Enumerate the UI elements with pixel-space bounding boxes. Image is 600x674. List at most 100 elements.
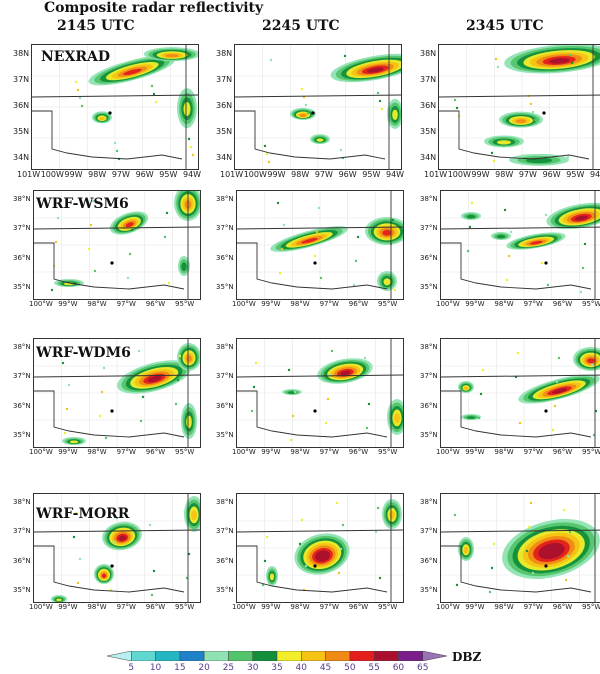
echo-fragment	[102, 366, 106, 370]
column-header-3: 2345 UTC	[466, 18, 544, 34]
echo-fragment	[555, 380, 559, 384]
echo-fragment	[343, 54, 347, 58]
storm-echo	[294, 533, 350, 575]
lon-tick-label: 101W	[220, 170, 244, 179]
lat-tick-label: 37°N	[216, 372, 234, 381]
echo-fragment	[468, 225, 472, 229]
echo-fragment	[378, 99, 382, 103]
state-border	[441, 529, 600, 533]
lat-tick-label: 38°N	[216, 195, 234, 203]
lat-tick-label: 37°N	[420, 372, 438, 381]
storm-echo	[499, 111, 543, 128]
echo-fragment	[165, 211, 169, 215]
storm-echo	[266, 566, 278, 586]
lat-tick-label: 35°N	[13, 431, 31, 439]
state-border	[235, 110, 386, 160]
lat-tick-label: 36°N	[13, 556, 31, 565]
echo-fragment	[490, 151, 494, 155]
lon-tick-label: 98°W	[494, 300, 514, 308]
state-border	[441, 545, 592, 593]
lon-tick-label: 99°W	[58, 300, 78, 308]
echo-fragment	[137, 349, 141, 353]
echo-fragment	[380, 107, 384, 111]
lat-tick-label: 35N	[13, 127, 30, 136]
lat-tick-label: 38°N	[420, 195, 438, 203]
storm-echo	[502, 519, 600, 579]
lat-tick-label: 38°N	[216, 343, 234, 351]
colorbar-level-label: 65	[416, 663, 429, 673]
lon-tick-label: 100°W	[232, 300, 256, 308]
lat-tick-label: 37°N	[420, 224, 438, 233]
echo-fragment	[291, 414, 295, 418]
row-label-nexrad: NEXRAD	[41, 49, 110, 65]
lon-tick-label: 100°W	[232, 603, 256, 611]
lon-tick-label: 96°W	[552, 448, 573, 456]
echo-fragment	[189, 145, 193, 149]
echo-fragment	[265, 535, 269, 539]
echo-fragment	[252, 385, 256, 389]
map-panel-r2-c1	[33, 190, 201, 300]
echo-fragment	[278, 271, 282, 275]
state-border	[34, 242, 185, 290]
echo-fragment	[128, 252, 132, 256]
echo-fragment	[269, 58, 273, 62]
lon-tick-label: 94W	[590, 170, 600, 179]
lat-tick-label: 37°N	[13, 527, 31, 536]
echo-fragment	[529, 102, 533, 106]
state-border	[237, 529, 403, 533]
lon-tick-label: 98°W	[87, 448, 107, 456]
storm-echo	[51, 595, 67, 602]
lat-tick-label: 36°N	[13, 401, 31, 410]
colorbar-segment	[228, 651, 253, 661]
colorbar-level-label: 25	[222, 663, 235, 673]
echo-fragment	[542, 237, 546, 241]
echo-fragment	[276, 201, 280, 205]
map-panel-r2-c2	[236, 190, 404, 300]
state-border	[34, 529, 200, 533]
echo-fragment	[453, 513, 457, 517]
lon-tick-label: 97°W	[116, 300, 136, 308]
storm-echo	[365, 217, 403, 245]
colorbar-level-label: 60	[392, 663, 405, 673]
echo-fragment	[254, 361, 258, 365]
lon-tick-label: 98W	[291, 170, 310, 179]
station-marker	[110, 564, 114, 568]
echo-fragment	[335, 501, 339, 505]
colorbar-level-label: 50	[344, 663, 356, 673]
lon-tick-label: 95°W	[378, 603, 398, 611]
lon-tick-label: 97°W	[116, 603, 136, 611]
colorbar-segment	[107, 651, 132, 661]
colorbar-segment	[203, 651, 229, 661]
lat-tick-label: 36N	[13, 101, 30, 110]
echo-fragment	[363, 356, 367, 360]
echo-fragment	[78, 557, 82, 561]
echo-fragment	[293, 390, 297, 394]
lon-tick-label: 99°W	[465, 448, 485, 456]
echo-fragment	[544, 213, 548, 217]
lat-tick-label: 35°N	[216, 283, 234, 291]
echo-fragment	[74, 80, 78, 84]
colorbar-level-label: 15	[174, 663, 186, 673]
echo-fragment	[54, 240, 58, 244]
echo-fragment	[531, 110, 535, 114]
echo-fragment	[113, 141, 117, 145]
echo-fragment	[326, 397, 330, 401]
lat-tick-label: 35N	[216, 127, 233, 136]
lat-tick-label: 36°N	[420, 401, 438, 410]
echo-fragment	[163, 235, 167, 239]
lat-tick-label: 36N	[420, 101, 437, 110]
station-marker	[544, 564, 548, 568]
lon-tick-label: 99°W	[465, 300, 485, 308]
lon-tick-label: 99W	[471, 170, 490, 179]
echo-fragment	[100, 390, 104, 394]
echo-fragment	[492, 542, 496, 546]
lat-tick-label: 38°N	[216, 498, 234, 506]
storm-echo	[177, 88, 197, 129]
echo-fragment	[455, 583, 459, 587]
colorbar-level-label: 20	[198, 663, 210, 673]
colorbar-segment	[131, 651, 156, 661]
storm-echo	[461, 212, 481, 220]
echo-fragment	[509, 230, 513, 234]
lon-tick-label: 100W	[243, 170, 267, 179]
lat-tick-label: 34N	[216, 153, 233, 162]
